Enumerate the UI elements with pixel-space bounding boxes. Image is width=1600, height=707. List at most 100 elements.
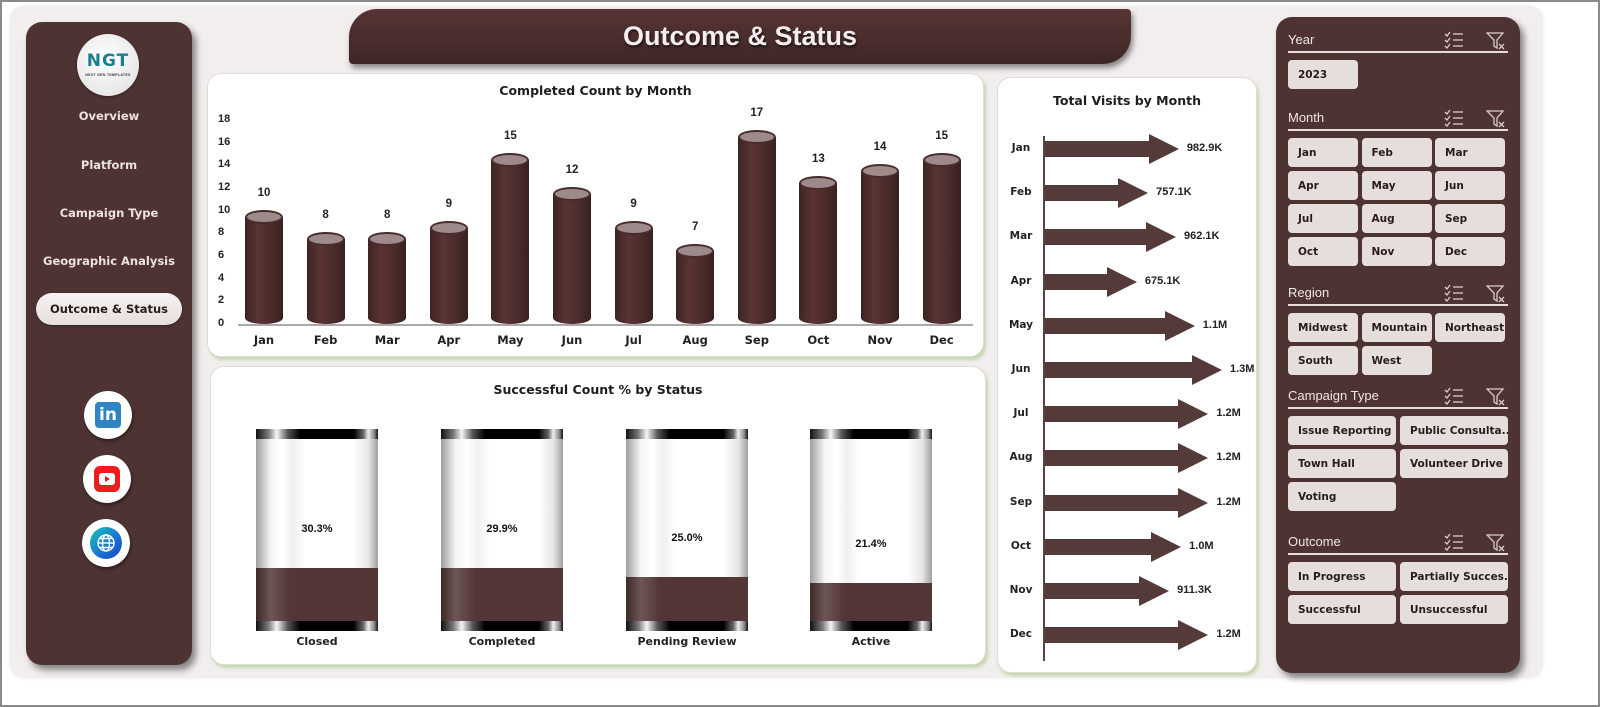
arrow-row-jul[interactable]: Jul 1.2M (998, 399, 1258, 430)
completed-count-chart: Completed Count by Month 0 2 4 6 8 10 12 14 16 18… (207, 73, 984, 357)
category-label: May (1008, 318, 1034, 331)
filter-chip-successful[interactable]: Successful (1288, 595, 1396, 624)
multi-select-icon[interactable] (1444, 284, 1464, 302)
data-label: 21.4% (855, 538, 887, 551)
filter-chip-aug[interactable]: Aug (1361, 204, 1432, 233)
filter-chip-volunteer-drive[interactable]: Volunteer Drive (1400, 449, 1508, 478)
multi-select-icon[interactable] (1444, 109, 1464, 127)
bar-feb[interactable] (306, 232, 345, 324)
nav-item-overview[interactable]: Overview (78, 109, 140, 123)
linkedin-button[interactable]: in (84, 391, 132, 439)
website-button[interactable] (82, 519, 130, 567)
filter-panel: Year 2023 Month Jan Feb Mar Apr May Jun Jul Aug Sep… (1276, 17, 1520, 673)
multi-select-icon[interactable] (1444, 31, 1464, 49)
arrow-row-oct[interactable]: Oct 1.0M (998, 531, 1258, 562)
bar-oct[interactable] (799, 175, 838, 324)
filter-chip-south[interactable]: South (1288, 346, 1358, 375)
filter-chip-west[interactable]: West (1361, 346, 1432, 375)
filter-chip-public-consulta[interactable]: Public Consulta... (1400, 416, 1508, 445)
arrow-row-sep[interactable]: Sep 1.2M (998, 487, 1258, 518)
nav-item-outcome-status[interactable]: Outcome & Status (36, 293, 182, 325)
bar-mar[interactable] (368, 232, 407, 324)
filter-chip-midwest[interactable]: Midwest (1288, 313, 1358, 342)
clear-filter-icon[interactable] (1485, 387, 1506, 407)
arrow-row-apr[interactable]: Apr 675.1K (998, 266, 1258, 297)
arrow-row-nov[interactable]: Nov 911.3K (998, 576, 1258, 606)
cylinder-body (737, 137, 776, 324)
arrow-row-mar[interactable]: Mar 962.1K (998, 222, 1258, 253)
arrow-row-may[interactable]: May 1.1M (998, 310, 1258, 341)
arrow-row-dec[interactable]: Dec 1.2M (998, 620, 1258, 651)
y-tick-label: 8 (218, 226, 225, 239)
filter-chip-mar[interactable]: Mar (1435, 138, 1505, 167)
y-tick-label: 6 (218, 249, 225, 261)
status-cylinder-completed[interactable]: 29.9% (441, 429, 563, 631)
filter-chip-unsuccessful[interactable]: Unsuccessful (1400, 595, 1508, 624)
arrow-head-icon (1178, 620, 1209, 651)
arrow-row-aug[interactable]: Aug 1.2M (998, 443, 1258, 474)
filter-chip-nov[interactable]: Nov (1361, 237, 1432, 266)
status-cylinder-closed[interactable]: 30.3% (256, 429, 378, 631)
filter-chip-dec[interactable]: Dec (1435, 237, 1505, 266)
cylinder-rim-top (441, 429, 563, 439)
clear-filter-icon[interactable] (1485, 109, 1506, 129)
x-tick-label: Jan (253, 333, 275, 347)
youtube-button[interactable] (83, 455, 131, 503)
clear-filter-icon[interactable] (1485, 31, 1506, 51)
clear-filter-icon[interactable] (1485, 533, 1506, 553)
filter-chip-feb[interactable]: Feb (1361, 138, 1432, 167)
arrow-head-icon (1178, 443, 1209, 474)
x-axis-line (238, 324, 973, 326)
slicer-title: Year (1288, 32, 1315, 47)
cylinder-cap (491, 153, 530, 167)
status-cylinder-pending-review[interactable]: 25.0% (626, 429, 748, 631)
bar-may[interactable] (491, 153, 530, 324)
arrow-shaft (1045, 538, 1152, 555)
filter-chip-voting[interactable]: Voting (1288, 482, 1396, 511)
filter-chip-northeast[interactable]: Northeast (1435, 313, 1505, 342)
filter-chip-partially-succes[interactable]: Partially Succes... (1400, 562, 1508, 591)
filter-chip-jun[interactable]: Jun (1435, 171, 1505, 200)
multi-select-icon[interactable] (1444, 387, 1464, 405)
data-label: 1.2M (1216, 407, 1241, 420)
data-label: 1.2M (1216, 628, 1241, 641)
cylinder-body (491, 160, 530, 324)
filter-chip-apr[interactable]: Apr (1288, 171, 1358, 200)
filter-chip-oct[interactable]: Oct (1288, 237, 1358, 266)
cylinder-cap (614, 221, 653, 235)
filter-chip-jan[interactable]: Jan (1288, 138, 1358, 167)
filter-chip-sep[interactable]: Sep (1435, 204, 1505, 233)
filter-chip-2023[interactable]: 2023 (1288, 60, 1358, 89)
nav-item-platform[interactable]: Platform (80, 158, 138, 172)
arrow-row-feb[interactable]: Feb 757.1K (998, 178, 1258, 209)
category-label: Apr (1010, 274, 1032, 287)
arrow-row-jan[interactable]: Jan 982.9K (998, 134, 1258, 164)
bar-jul[interactable] (614, 221, 653, 324)
nav-item-campaign-type[interactable]: Campaign Type (59, 206, 159, 220)
filter-chip-may[interactable]: May (1361, 171, 1432, 200)
page-title-banner: Outcome & Status (349, 9, 1131, 64)
filter-chip-issue-reporting[interactable]: Issue Reporting (1288, 416, 1396, 445)
filter-chip-jul[interactable]: Jul (1288, 204, 1358, 233)
data-label: 1.3M (1230, 363, 1255, 375)
filter-chip-mountain[interactable]: Mountain (1361, 313, 1432, 342)
bar-jun[interactable] (553, 187, 591, 324)
bar-jan[interactable] (245, 209, 283, 324)
nav-item-geographic-analysis[interactable]: Geographic Analysis (43, 254, 175, 268)
arrow-shaft (1045, 627, 1179, 644)
status-cylinder-active[interactable]: 21.4% (810, 429, 932, 631)
bar-sep[interactable] (737, 130, 776, 324)
bar-apr[interactable] (429, 221, 468, 324)
x-tick-label: Apr (437, 333, 461, 347)
bar-aug[interactable] (676, 243, 715, 324)
clear-filter-icon[interactable] (1485, 284, 1506, 304)
bar-nov[interactable] (861, 164, 899, 324)
arrow-row-jun[interactable]: Jun 1.3M (998, 355, 1258, 385)
arrow-head-icon (1178, 487, 1209, 518)
bar-dec[interactable] (922, 153, 961, 324)
cylinder-cap (553, 187, 591, 201)
filter-chip-in-progress[interactable]: In Progress (1288, 562, 1396, 591)
filter-chip-town-hall[interactable]: Town Hall (1288, 449, 1396, 478)
slicer-month: Month Jan Feb Mar Apr May Jun Jul Aug Sep Oct Nov De… (1288, 107, 1508, 266)
multi-select-icon[interactable] (1444, 533, 1464, 551)
